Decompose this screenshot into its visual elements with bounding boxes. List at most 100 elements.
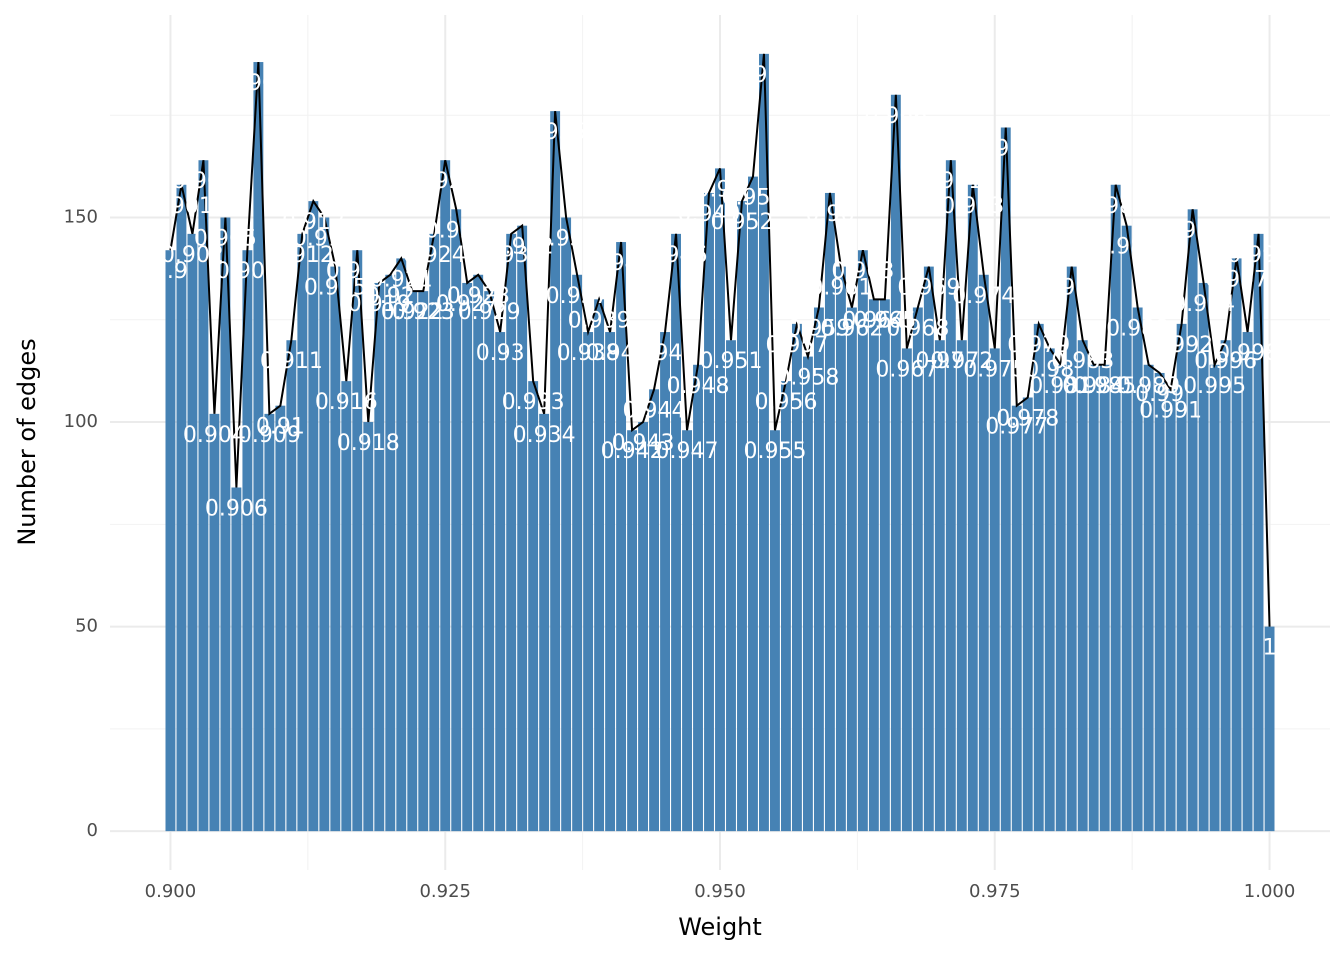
bar <box>1121 225 1132 832</box>
bar <box>264 413 275 832</box>
bar-label: 0.948 <box>667 374 730 399</box>
bar <box>1231 258 1242 832</box>
bar-label: 0.96 <box>805 202 854 227</box>
bar-label: 0.924 <box>403 243 466 268</box>
bar <box>1088 364 1099 832</box>
bar-label: 0.936 <box>535 227 598 252</box>
bar-label: 0.979 <box>1007 333 1070 358</box>
bar <box>802 356 813 832</box>
bar <box>857 250 868 832</box>
bar-label: 0.941 <box>590 251 653 276</box>
bar-label: 0.929 <box>458 300 521 325</box>
bar-label: 0.916 <box>315 390 378 415</box>
bar <box>440 160 451 832</box>
bar-label: 0.91 <box>256 415 305 440</box>
bar-label: 0.953 <box>721 186 784 211</box>
bar-label: 0.973 <box>941 194 1004 219</box>
bar-label: 0.978 <box>996 407 1059 432</box>
bar-label: 0.989 <box>1117 374 1180 399</box>
bar-label: 0.968 <box>886 317 949 342</box>
bar-label: 0.983 <box>1051 349 1114 374</box>
y-tick-label: 0 <box>87 820 98 841</box>
bar-label: 0.947 <box>656 439 719 464</box>
bar-label: 0.956 <box>754 390 817 415</box>
bar <box>297 233 308 832</box>
bar <box>1055 364 1066 832</box>
bar <box>956 340 967 832</box>
bar <box>934 340 945 832</box>
bar-label: 0.904 <box>183 423 246 448</box>
bar-label: 0.995 <box>1183 374 1246 399</box>
bar-label: 0.9 <box>153 259 188 284</box>
bar <box>517 225 528 832</box>
bar <box>242 250 253 832</box>
bar <box>737 201 747 832</box>
bar <box>528 381 539 832</box>
bar <box>363 422 374 832</box>
bar-label: 0.997 <box>1205 267 1268 292</box>
bar <box>451 209 462 832</box>
bar-label: 0.918 <box>337 431 400 456</box>
bar <box>835 266 846 832</box>
bar-label: 0.921 <box>370 267 433 292</box>
bar-label: 0.963 <box>831 259 894 284</box>
bar-label: 0.987 <box>1095 235 1158 260</box>
x-tick-label: 0.900 <box>145 881 197 902</box>
bar-label: 0.966 <box>864 104 927 129</box>
bar-label: 0.914 <box>293 227 356 252</box>
bar-label: 0.945 <box>634 341 697 366</box>
bar <box>704 192 714 832</box>
x-axis-title: Weight <box>678 913 762 941</box>
bar <box>846 307 857 832</box>
bar-label: 0.959 <box>787 317 850 342</box>
bar-label: 0.991 <box>1139 398 1202 423</box>
bar <box>671 233 681 832</box>
bar-label: 0.976 <box>974 137 1037 162</box>
bar <box>572 274 583 832</box>
bar <box>1209 364 1220 832</box>
bar <box>429 233 440 832</box>
bar-label: 1 <box>1263 636 1277 661</box>
bar <box>1033 323 1044 832</box>
bar-label: 0.999 <box>1227 243 1290 268</box>
bar-label: 0.934 <box>513 423 576 448</box>
bar <box>1022 397 1033 832</box>
bar-label: 0.98 <box>1025 357 1074 382</box>
bar-label: 0.901 <box>150 194 213 219</box>
bar-label: 0.906 <box>205 497 268 522</box>
bar-label: 0.909 <box>238 423 301 448</box>
bar <box>781 381 791 832</box>
bar <box>407 291 418 832</box>
bar-label: 0.933 <box>502 390 565 415</box>
bar <box>495 332 506 832</box>
bar <box>1011 405 1022 832</box>
bar-label: 0.994 <box>1172 292 1235 317</box>
bar-label: 0.903 <box>172 169 235 194</box>
bar <box>605 332 616 832</box>
bar-label: 0.935 <box>524 120 587 145</box>
bar-label: 0.939 <box>568 308 631 333</box>
bar-label: 0.942 <box>601 439 664 464</box>
bar-label: 0.907 <box>216 259 279 284</box>
bar <box>506 233 517 832</box>
bar-label: 0.986 <box>1084 194 1147 219</box>
bar <box>649 389 659 832</box>
bar <box>1264 626 1275 832</box>
bar <box>1132 307 1143 832</box>
bar-label: 0.972 <box>930 349 993 374</box>
bar <box>396 258 407 832</box>
bar-label: 0.971 <box>919 169 982 194</box>
bar-label: 0.961 <box>809 276 872 301</box>
bar-label: 0.951 <box>699 349 762 374</box>
bar-label: 0.926 <box>425 218 488 243</box>
bar <box>308 201 319 832</box>
bar <box>715 168 725 832</box>
y-axis-title: Number of edges <box>13 338 41 545</box>
bar-label: 0.915 <box>304 276 367 301</box>
bar-label: 0.965 <box>853 308 916 333</box>
bar-label: 0.92 <box>366 284 415 309</box>
bar <box>341 381 352 832</box>
bar-label: 0.946 <box>645 243 708 268</box>
bar <box>539 413 550 832</box>
bar-label: 0.977 <box>985 415 1048 440</box>
